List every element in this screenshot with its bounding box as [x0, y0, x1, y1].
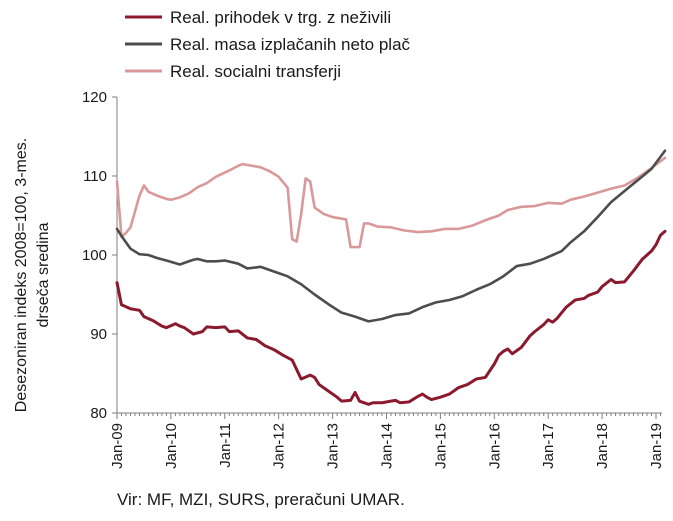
x-tick-label: Jan-14 — [379, 423, 396, 469]
y-axis-title-line: Desezoniran indeks 2008=100, 3-mes. — [13, 138, 30, 412]
series-line — [117, 151, 665, 322]
x-tick-label: Jan-19 — [648, 423, 665, 469]
axes: 80 90 100 110 120 Jan-09 Jan-10 Jan-11 Jan-12 Jan… — [82, 89, 665, 469]
y-axis-title: Desezoniran indeks 2008=100, 3-mes. drseč… — [13, 138, 52, 412]
line-chart: Real. prihodek v trg. z neživili Real. ma… — [0, 0, 673, 521]
x-tick-label: Jan-15 — [432, 423, 449, 469]
x-tick-label: Jan-18 — [594, 423, 611, 469]
legend-label: Real. prihodek v trg. z neživili — [170, 8, 391, 27]
x-tick-label: Jan-11 — [217, 423, 234, 468]
x-tick-label: Jan-17 — [540, 423, 557, 469]
y-tick-label: 100 — [82, 247, 107, 264]
y-tick-label: 90 — [90, 326, 107, 343]
y-axis-title-line: drseča sredina — [35, 222, 52, 327]
legend-label: Real. socialni transferji — [170, 62, 341, 81]
series-layer — [117, 151, 665, 405]
y-tick-label: 80 — [90, 405, 107, 422]
y-tick-label: 110 — [83, 168, 107, 185]
legend-label: Real. masa izplačanih neto plač — [170, 35, 411, 54]
x-tick-label: Jan-12 — [271, 423, 288, 469]
source-note: Vir: MF, MZI, SURS, preračuni UMAR. — [117, 490, 405, 510]
y-tick-label: 120 — [82, 89, 107, 106]
x-tick-label: Jan-09 — [109, 423, 126, 469]
x-tick-label: Jan-16 — [486, 423, 503, 469]
series-line — [117, 231, 665, 404]
x-tick-label: Jan-13 — [325, 423, 342, 469]
x-tick-label: Jan-10 — [163, 423, 180, 469]
legend: Real. prihodek v trg. z neživili Real. ma… — [125, 8, 411, 81]
